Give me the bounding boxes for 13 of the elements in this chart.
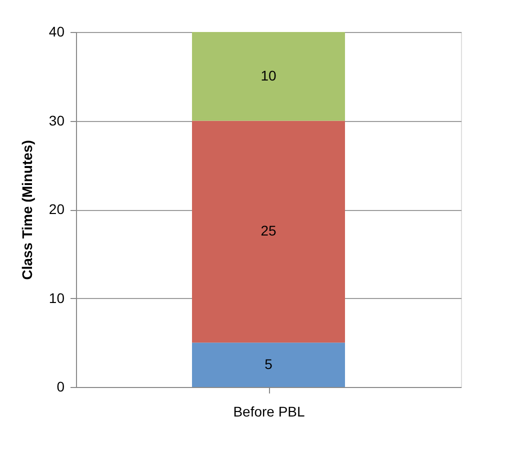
data-label: 5	[264, 356, 273, 372]
x-tick-label: Before PBL	[233, 404, 306, 420]
bar	[192, 32, 345, 121]
data-label: 10	[260, 67, 276, 84]
y-tick-label: 40	[48, 24, 65, 40]
y-tick-label: 10	[48, 290, 65, 306]
bar	[192, 342, 345, 387]
y-tick-label: 0	[56, 378, 65, 394]
data-label: 25	[260, 222, 276, 239]
y-tick-label: 20	[48, 201, 65, 217]
y-tick-label: 30	[48, 112, 65, 128]
bar	[192, 120, 345, 343]
y-axis-title: Class Time (Minutes)	[18, 140, 35, 280]
